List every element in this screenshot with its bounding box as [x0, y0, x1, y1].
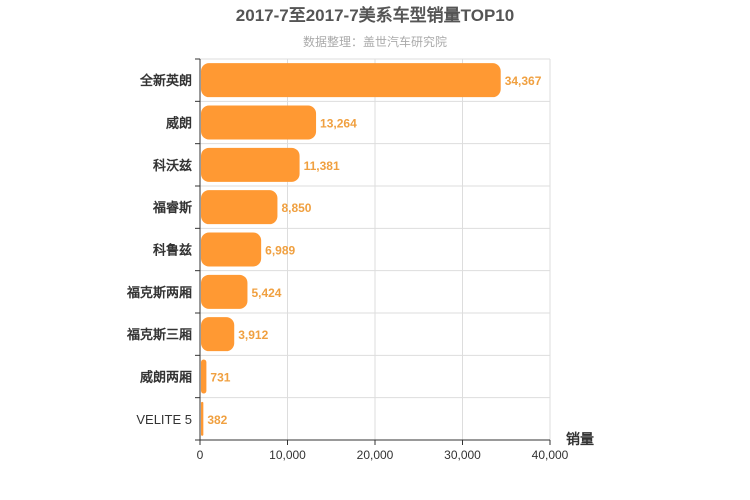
grid-lines	[200, 58, 551, 440]
bars	[201, 63, 501, 436]
bar	[201, 401, 204, 436]
bar	[201, 317, 235, 352]
data-label: 731	[210, 371, 230, 385]
y-tick-label: 科鲁兹	[153, 243, 192, 258]
x-tick-label: 30,000	[444, 448, 481, 462]
y-tick-label: 科沃兹	[153, 158, 192, 173]
data-label: 6,989	[265, 244, 295, 258]
y-tick-label: 福克斯两厢	[126, 285, 192, 300]
data-label: 13,264	[320, 117, 357, 131]
data-label: 382	[207, 413, 227, 427]
bar	[201, 147, 300, 182]
chart-subtitle: 数据整理：盖世汽车研究院	[303, 34, 447, 49]
y-tick-label: 威朗两厢	[140, 370, 192, 385]
x-tick-label: 10,000	[269, 448, 306, 462]
y-tick-label: 威朗	[166, 116, 192, 131]
data-label: 34,367	[505, 74, 542, 88]
data-label: 11,381	[304, 159, 340, 173]
x-tick-label: 0	[197, 448, 204, 462]
bar	[201, 274, 248, 309]
chart-title: 2017-7至2017-7美系车型销量TOP10	[236, 5, 514, 25]
bar	[201, 359, 207, 394]
bar	[201, 63, 501, 98]
data-label: 5,424	[251, 286, 281, 300]
y-tick-label: 全新英朗	[139, 73, 192, 88]
y-tick-label: 福睿斯	[152, 200, 192, 215]
data-label: 3,912	[238, 328, 268, 342]
y-tick-label: VELITE 5	[136, 412, 192, 427]
bar	[201, 105, 317, 140]
labels: 全新英朗 34,367 威朗 13,264 科沃兹 11,381 福睿斯 8,850 科鲁兹 6,…	[126, 73, 569, 462]
x-axis-title: 销量	[566, 431, 594, 447]
y-tick-label: 福克斯三厢	[126, 327, 192, 342]
data-label: 8,850	[281, 201, 311, 215]
x-tick-label: 20,000	[357, 448, 394, 462]
bar	[201, 190, 278, 225]
bar	[201, 232, 262, 267]
x-tick-label: 40,000	[532, 448, 569, 462]
axes	[195, 58, 551, 445]
